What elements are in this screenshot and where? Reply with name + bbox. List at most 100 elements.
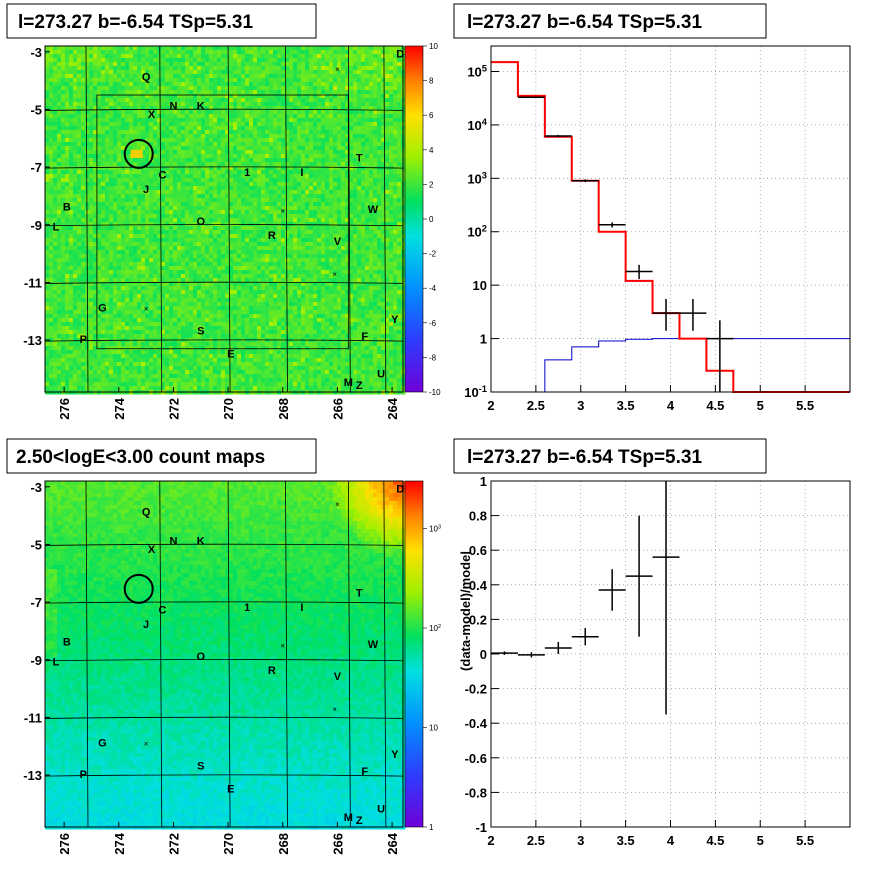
source-marker: × bbox=[332, 705, 337, 714]
colorbar-tick-label: 4 bbox=[429, 146, 434, 155]
source-label: N bbox=[169, 535, 177, 547]
roi-box bbox=[96, 94, 349, 350]
data-point bbox=[517, 652, 545, 658]
x-tick-label: 5.5 bbox=[796, 833, 814, 848]
source-label: T bbox=[356, 587, 363, 599]
ratio-panel: 2 2.5 3 3.5 4 4.5 5 5.5 -1 -0.8 -0.6 -0.4 -0.2 0 0.2 0.… bbox=[458, 474, 851, 848]
colorbar-tick-label: 10 bbox=[429, 42, 438, 51]
source-label: N bbox=[169, 100, 177, 112]
x-tick-label: 274 bbox=[112, 832, 127, 854]
source-marker: × bbox=[332, 270, 337, 279]
y-tick-label: -7 bbox=[30, 160, 42, 175]
grid-lat bbox=[44, 281, 404, 284]
x-tick-label: 270 bbox=[221, 398, 236, 420]
data-point bbox=[491, 651, 518, 655]
y-tick-label: -9 bbox=[30, 653, 42, 668]
grid-lat bbox=[44, 224, 404, 227]
grid-lon bbox=[383, 45, 387, 393]
colorbar-tick-label: 103 bbox=[429, 524, 441, 533]
source-label: R bbox=[268, 665, 276, 677]
x-tick-label: 3 bbox=[577, 833, 584, 848]
colorbar-tick-label: 10 bbox=[429, 723, 438, 732]
ratio-y-axis-label: (data-model)/model bbox=[458, 551, 473, 671]
data-point bbox=[706, 320, 734, 392]
y-tick-label: -1 bbox=[475, 820, 487, 835]
source-label: M bbox=[344, 812, 353, 824]
y-tick-label: 1 bbox=[480, 474, 487, 489]
source-label: Y bbox=[391, 749, 399, 761]
data-point bbox=[517, 96, 545, 98]
y-tick-label: -3 bbox=[30, 45, 42, 60]
source-label: C bbox=[159, 605, 167, 617]
x-tick-label: 270 bbox=[221, 833, 236, 855]
data-point bbox=[679, 299, 707, 331]
source-label: 1 bbox=[244, 602, 250, 614]
map-frame bbox=[44, 45, 404, 393]
y-tick-label: -9 bbox=[30, 218, 42, 233]
bottom-right-title-box: l=273.27 b=-6.54 TSp=5.31 bbox=[453, 438, 767, 474]
x-tick-label: 2.5 bbox=[527, 398, 545, 413]
source-label: E bbox=[227, 348, 234, 360]
y-tick-label: 104 bbox=[467, 117, 487, 133]
source-label: Z bbox=[356, 815, 363, 827]
source-label: C bbox=[159, 170, 167, 182]
grid-lon bbox=[285, 45, 288, 393]
source-label: O bbox=[196, 216, 205, 228]
source-label: D bbox=[396, 49, 404, 61]
x-tick-label: 264 bbox=[385, 832, 400, 854]
colorbar-tick-label: 102 bbox=[429, 624, 441, 633]
source-label: S bbox=[197, 760, 204, 772]
grid-lon bbox=[85, 45, 89, 393]
source-label: K bbox=[197, 535, 205, 547]
source-label: S bbox=[197, 325, 204, 337]
colorbar-tick-label: 6 bbox=[429, 111, 434, 120]
source-label: Y bbox=[391, 314, 399, 326]
source-label: G bbox=[98, 737, 107, 749]
x-tick-label: 4.5 bbox=[706, 833, 724, 848]
source-label: V bbox=[334, 236, 342, 248]
grid-lat bbox=[44, 774, 404, 777]
source-label: P bbox=[80, 769, 87, 781]
y-tick-label: 10-1 bbox=[464, 384, 487, 400]
x-tick-label: 276 bbox=[57, 833, 72, 855]
x-tick-label: 264 bbox=[385, 397, 400, 419]
grid-lon bbox=[227, 45, 231, 393]
source-label: 1 bbox=[244, 167, 250, 179]
ratio-grid bbox=[490, 480, 850, 828]
data-point bbox=[544, 134, 572, 138]
data-point bbox=[544, 641, 572, 654]
source-label: M bbox=[344, 377, 353, 389]
y-tick-label: 105 bbox=[467, 63, 487, 79]
y-tick-label: 103 bbox=[467, 170, 487, 186]
spectrum-panel: 2 2.5 3 3.5 4 4.5 5 5.5 10-1 1 10 102 103 104 105 bbox=[464, 45, 851, 413]
grid-lon bbox=[159, 45, 163, 393]
y-tick-label: -5 bbox=[30, 102, 42, 117]
bottom-left-title: 2.50<logE<3.00 count maps bbox=[16, 447, 265, 468]
grid-lat bbox=[44, 659, 404, 662]
grid-lat bbox=[44, 166, 404, 169]
source-label: J bbox=[143, 619, 149, 631]
candidate-circle bbox=[123, 138, 154, 169]
grid-lat bbox=[44, 716, 404, 719]
map-grid bbox=[44, 480, 404, 828]
x-tick-label: 2.5 bbox=[527, 833, 545, 848]
y-tick-label: 10 bbox=[473, 278, 487, 293]
top-left-title: l=273.27 b=-6.54 TSp=5.31 bbox=[18, 12, 253, 33]
colorbar bbox=[405, 46, 423, 392]
y-tick-label: -0.8 bbox=[465, 785, 487, 800]
source-label: L bbox=[53, 657, 60, 669]
x-tick-label: 4 bbox=[667, 833, 675, 848]
source-marker: × bbox=[144, 739, 149, 748]
y-tick-label: 0 bbox=[480, 647, 487, 662]
colorbar-tick-label: 1 bbox=[429, 823, 434, 832]
y-tick-label: -3 bbox=[30, 480, 42, 495]
source-label: R bbox=[268, 230, 276, 242]
y-tick-label: -0.6 bbox=[465, 751, 487, 766]
source-marker: × bbox=[280, 206, 285, 215]
y-tick-label: 0.2 bbox=[469, 612, 487, 627]
colorbar-frame bbox=[404, 480, 424, 828]
x-tick-label: 3.5 bbox=[617, 398, 635, 413]
map-pixels bbox=[45, 481, 406, 830]
source-label: O bbox=[196, 651, 205, 663]
